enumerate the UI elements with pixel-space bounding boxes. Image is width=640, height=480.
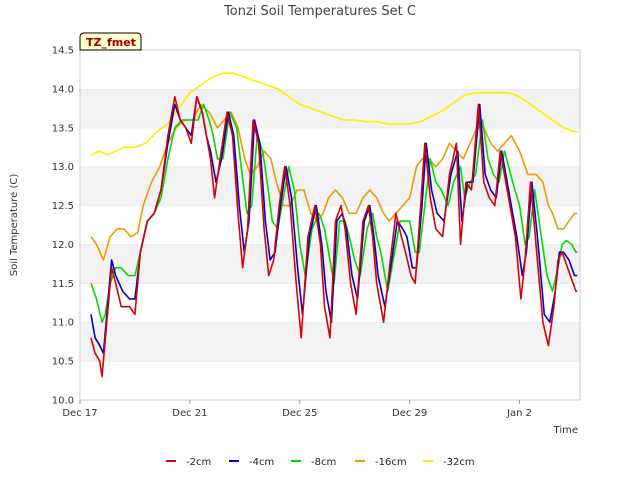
- station-badge-label: TZ_fmet: [86, 36, 136, 49]
- y-tick-label: 12.5: [52, 201, 74, 212]
- legend-label: -4cm: [249, 457, 274, 468]
- y-tick-label: 11.5: [52, 279, 74, 290]
- series-line-32cm: [90, 72, 578, 156]
- legend-label: -8cm: [311, 457, 336, 468]
- chart-title: Tonzi Soil Temperatures Set C: [223, 4, 416, 19]
- x-axis-ticks: Dec 17 Dec 21 Dec 25 Dec 29 Jan 2: [62, 400, 532, 419]
- plot-background-bands: [80, 49, 580, 400]
- series-line-8cm: [90, 103, 578, 324]
- grid-band: [80, 205, 580, 245]
- y-tick-label: 13.0: [52, 162, 74, 173]
- x-axis-label: Time: [553, 425, 578, 436]
- y-tick-label: 13.5: [52, 123, 74, 134]
- legend-label: -2cm: [186, 457, 211, 468]
- y-tick-label: 12.0: [52, 240, 74, 251]
- series-line-2cm: [90, 95, 578, 378]
- series-line-16cm: [90, 103, 578, 261]
- grid-band: [80, 88, 580, 128]
- x-tick-label: Dec 21: [172, 408, 207, 419]
- y-tick-label: 10.5: [52, 357, 74, 368]
- y-tick-label: 14.0: [52, 84, 74, 95]
- station-badge: TZ_fmet: [79, 32, 142, 51]
- x-tick-label: Dec 17: [62, 408, 97, 419]
- y-axis-label: Soil Temperature (C): [9, 174, 20, 277]
- series-lines: [90, 72, 578, 378]
- legend: -2cm -4cm -8cm -16cm -32cm: [166, 457, 475, 468]
- y-tick-label: 10.0: [52, 396, 74, 407]
- x-tick-label: Dec 29: [392, 408, 427, 419]
- grid-band: [80, 361, 580, 400]
- y-axis-ticks: 10.0 10.5 11.0 11.5 12.0 12.5 13.0 13.5 14.0 14.5: [52, 46, 74, 407]
- grid-band: [80, 127, 580, 167]
- x-tick-label: Jan 2: [506, 408, 532, 419]
- y-tick-label: 14.5: [52, 46, 74, 57]
- legend-label: -16cm: [375, 457, 407, 468]
- grid-band: [80, 50, 580, 89]
- y-tick-label: 11.0: [52, 318, 74, 329]
- plot-frame: [79, 49, 581, 401]
- x-tick-label: Dec 25: [282, 408, 317, 419]
- legend-label: -32cm: [443, 457, 475, 468]
